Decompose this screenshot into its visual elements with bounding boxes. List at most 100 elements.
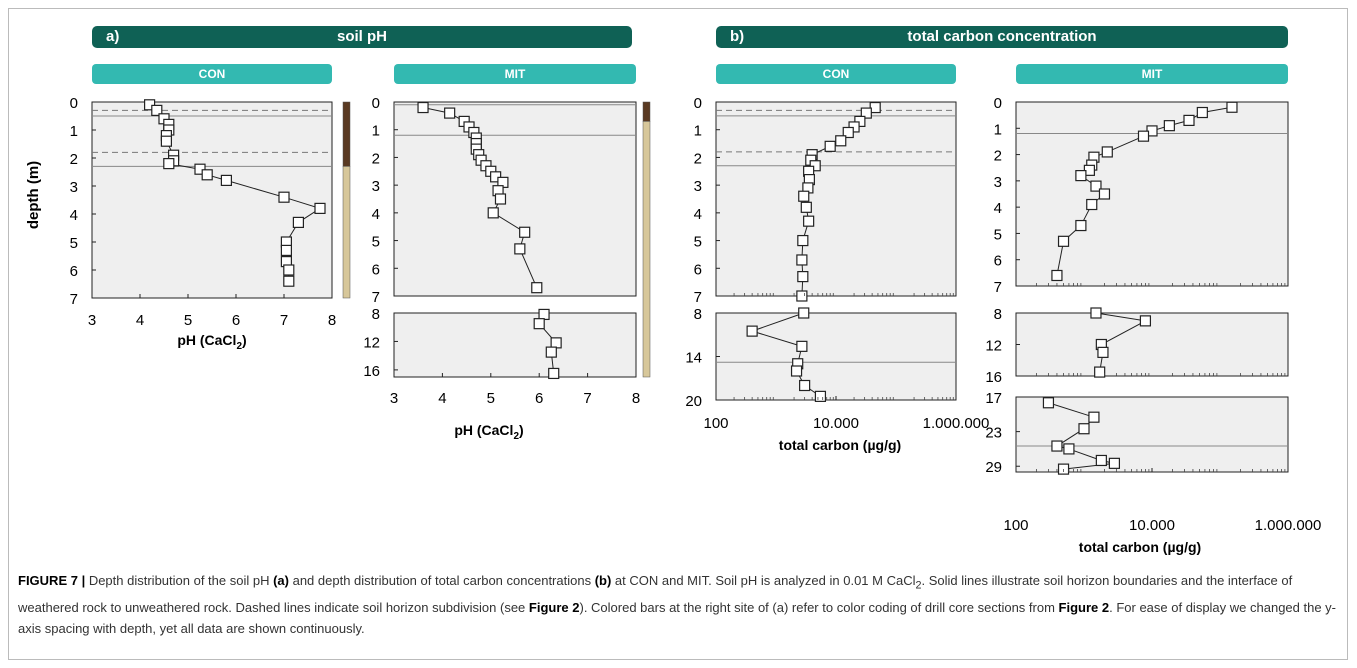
y-tick-label: 3: [70, 179, 78, 196]
y-tick-label: 0: [694, 95, 702, 112]
data-point: [796, 290, 808, 302]
data-point: [797, 271, 809, 283]
data-point: [494, 193, 507, 205]
data-point: [1108, 457, 1121, 469]
y-tick-label: 4: [70, 207, 78, 224]
y-tick-label: 8: [994, 306, 1002, 323]
y-tick-label: 5: [372, 234, 380, 251]
data-point: [842, 126, 854, 139]
y-tick-label: 3: [994, 174, 1002, 191]
data-point: [1075, 170, 1087, 182]
y-tick-label: 5: [694, 234, 702, 251]
y-tick-label: 6: [694, 261, 702, 278]
data-point: [163, 158, 175, 170]
data-point: [1088, 411, 1100, 423]
data-point: [835, 135, 847, 147]
plot-area-ph_con-0: [91, 101, 333, 299]
data-point: [548, 367, 560, 380]
data-point: [798, 190, 810, 202]
data-point: [746, 325, 758, 337]
y-tick-label: 23: [985, 425, 1002, 442]
caption-figure-ref-2: Figure 2: [1058, 599, 1110, 615]
x-tick-label: 3: [88, 312, 96, 329]
data-point: [1090, 180, 1102, 192]
data-point: [545, 346, 557, 358]
caption-figure-number: FIGURE 7 |: [18, 573, 86, 588]
x-tick-label: 8: [632, 390, 640, 407]
panel-a-banner: a) soil pH: [92, 26, 632, 48]
tc-mit-xlabel: total carbon (µg/g): [1079, 539, 1201, 555]
y-tick-label: 1: [70, 123, 78, 140]
data-point: [283, 264, 295, 276]
data-point: [151, 104, 163, 117]
drill-core-color-bar: [342, 101, 351, 167]
x-tick-label: 4: [136, 312, 144, 329]
y-tick-label: 2: [994, 148, 1002, 165]
x-tick-label: 10.000: [813, 415, 859, 432]
tc-con-xlabel: total carbon (µg/g): [779, 437, 901, 453]
plot-area-tc_mit-2: [1015, 396, 1289, 473]
data-point: [798, 307, 810, 319]
caption-figure-ref-1: Figure 2: [528, 599, 580, 615]
data-point: [1097, 346, 1109, 358]
y-tick-label: 6: [372, 261, 380, 278]
x-tick-label: 6: [535, 390, 543, 407]
drill-core-color-bar: [342, 166, 351, 299]
y-tick-label: 16: [985, 369, 1002, 386]
data-point: [1063, 443, 1075, 455]
data-point: [790, 365, 803, 377]
data-point: [800, 201, 812, 213]
data-point: [1098, 188, 1111, 200]
data-point: [519, 226, 531, 238]
x-tick-label: 1.000.000: [1255, 517, 1322, 534]
figure-caption: FIGURE 7 | Depth distribution of the soi…: [18, 570, 1338, 639]
y-tick-label: 3: [694, 178, 702, 195]
y-tick-label: 12: [985, 338, 1002, 355]
y-tick-label: 0: [70, 95, 78, 112]
y-tick-label: 7: [70, 291, 78, 308]
caption-subscript: 2: [915, 579, 922, 592]
data-point: [1051, 269, 1063, 282]
data-point: [1057, 235, 1070, 247]
y-tick-label: 7: [372, 289, 380, 306]
data-point: [1051, 440, 1063, 452]
data-point: [514, 243, 526, 255]
panel-a-label: a): [106, 28, 120, 45]
data-point: [531, 282, 543, 294]
site-label-ph-con: CON: [92, 64, 332, 84]
data-point: [1094, 366, 1106, 378]
y-tick-label: 2: [372, 150, 380, 167]
y-tick-label: 20: [685, 393, 702, 410]
x-tick-label: 4: [438, 390, 446, 407]
site-label-tc-mit: MIT: [1016, 64, 1288, 84]
y-tick-label: 8: [694, 306, 702, 323]
y-tick-label: 12: [363, 334, 380, 351]
panel-b-label: b): [730, 28, 745, 45]
plot-area-ph_mit-1: [393, 312, 637, 378]
drill-core-color-bar: [642, 101, 651, 122]
caption-bold-a: (a): [273, 573, 289, 588]
x-tick-label: 1.000.000: [923, 415, 990, 432]
data-point: [803, 215, 815, 227]
y-tick-label: 0: [372, 95, 380, 112]
data-point: [1163, 120, 1175, 132]
caption-text-6: . For ease of display we changed the y-a…: [18, 599, 1337, 636]
plot-area-tc_con-0: [715, 101, 957, 297]
x-tick-label: 100: [703, 415, 728, 432]
data-point: [280, 244, 292, 256]
caption-text-1: Depth distribution of the soil pH: [85, 573, 274, 588]
y-tick-label: 5: [994, 226, 1002, 243]
caption-text-4: . Solid lines illustrate soil horizon bo…: [18, 573, 1293, 615]
data-point: [1075, 219, 1087, 232]
y-tick-label: 7: [694, 289, 702, 306]
y-tick-label: 1: [994, 121, 1002, 138]
y-tick-label: 16: [363, 363, 380, 380]
y-tick-label: 5: [70, 235, 78, 252]
caption-text-2: and depth distribution of total carbon c…: [288, 573, 595, 588]
panel-a-title: soil pH: [336, 28, 387, 45]
data-point: [160, 135, 172, 147]
data-point: [194, 163, 206, 175]
data-point: [220, 174, 232, 186]
y-tick-label: 2: [70, 151, 78, 168]
x-tick-label: 6: [232, 312, 240, 329]
